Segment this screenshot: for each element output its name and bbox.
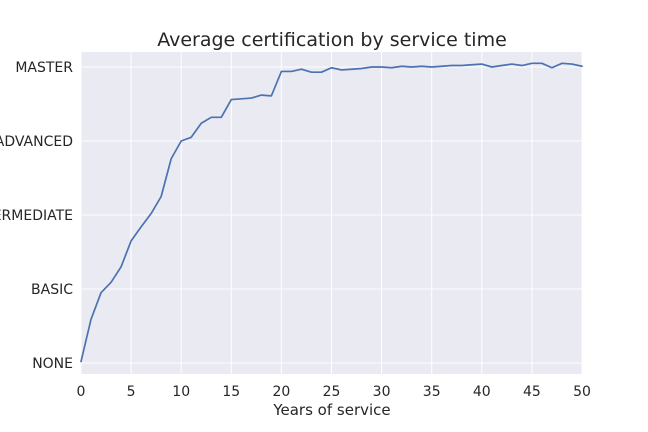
data-point <box>110 282 112 284</box>
x-tick-label: 5 <box>127 384 136 400</box>
data-point <box>431 66 433 68</box>
data-point <box>210 117 212 119</box>
data-point <box>581 65 583 67</box>
x-tick-label: 0 <box>77 384 86 400</box>
x-tick-label: 50 <box>573 384 591 400</box>
x-tick-label: 10 <box>172 384 190 400</box>
data-point <box>341 69 343 71</box>
data-point <box>100 292 102 294</box>
x-tick-label: 25 <box>323 384 341 400</box>
data-point <box>80 361 82 363</box>
data-point <box>190 137 192 139</box>
x-tick-label: 20 <box>272 384 290 400</box>
data-point <box>371 66 373 68</box>
data-point <box>351 68 353 70</box>
data-point <box>391 67 393 69</box>
data-point <box>521 65 523 67</box>
x-tick-label: 15 <box>222 384 240 400</box>
data-point <box>541 63 543 65</box>
data-point <box>551 67 553 69</box>
data-point <box>471 64 473 66</box>
y-tick-label: INTERMEDIATE <box>0 208 73 224</box>
data-point <box>571 63 573 65</box>
data-point <box>321 71 323 73</box>
data-point <box>481 63 483 65</box>
x-axis-label: Years of service <box>272 401 390 419</box>
data-point <box>120 266 122 268</box>
y-tick-label: ADVANCED <box>0 134 73 150</box>
data-point <box>291 71 293 73</box>
y-axis-ticks: NONE BASIC INTERMEDIATE ADVANCED MASTER <box>0 60 73 372</box>
data-point <box>140 226 142 228</box>
x-tick-label: 40 <box>473 384 491 400</box>
data-point <box>361 68 363 70</box>
data-point <box>150 213 152 215</box>
data-point <box>401 65 403 67</box>
data-point <box>130 240 132 242</box>
x-tick-label: 35 <box>423 384 441 400</box>
x-axis-ticks: 0 5 10 15 20 25 30 35 40 45 50 <box>77 384 591 400</box>
data-point <box>561 63 563 65</box>
data-point <box>501 65 503 67</box>
data-point <box>90 319 92 321</box>
data-point <box>531 63 533 65</box>
data-point <box>311 71 313 73</box>
data-point <box>421 65 423 67</box>
data-point <box>160 196 162 198</box>
data-point <box>170 158 172 160</box>
data-point <box>271 95 273 97</box>
x-tick-label: 30 <box>373 384 391 400</box>
data-point <box>281 71 283 73</box>
y-tick-label: BASIC <box>31 282 73 298</box>
data-point <box>301 68 303 70</box>
data-point <box>461 65 463 67</box>
x-tick-label: 45 <box>523 384 541 400</box>
data-point <box>411 66 413 68</box>
y-tick-label: MASTER <box>15 60 73 76</box>
data-point <box>180 140 182 142</box>
data-point <box>451 65 453 67</box>
data-point <box>441 65 443 67</box>
data-point <box>200 122 202 124</box>
data-point <box>491 66 493 68</box>
data-point <box>261 94 263 96</box>
data-point <box>241 98 243 100</box>
data-point <box>331 67 333 69</box>
data-point <box>220 117 222 119</box>
y-tick-label: NONE <box>32 356 73 372</box>
chart-title: Average certification by service time <box>157 29 507 51</box>
data-point <box>231 99 233 101</box>
data-point <box>511 63 513 65</box>
data-point <box>251 97 253 99</box>
data-point <box>381 66 383 68</box>
